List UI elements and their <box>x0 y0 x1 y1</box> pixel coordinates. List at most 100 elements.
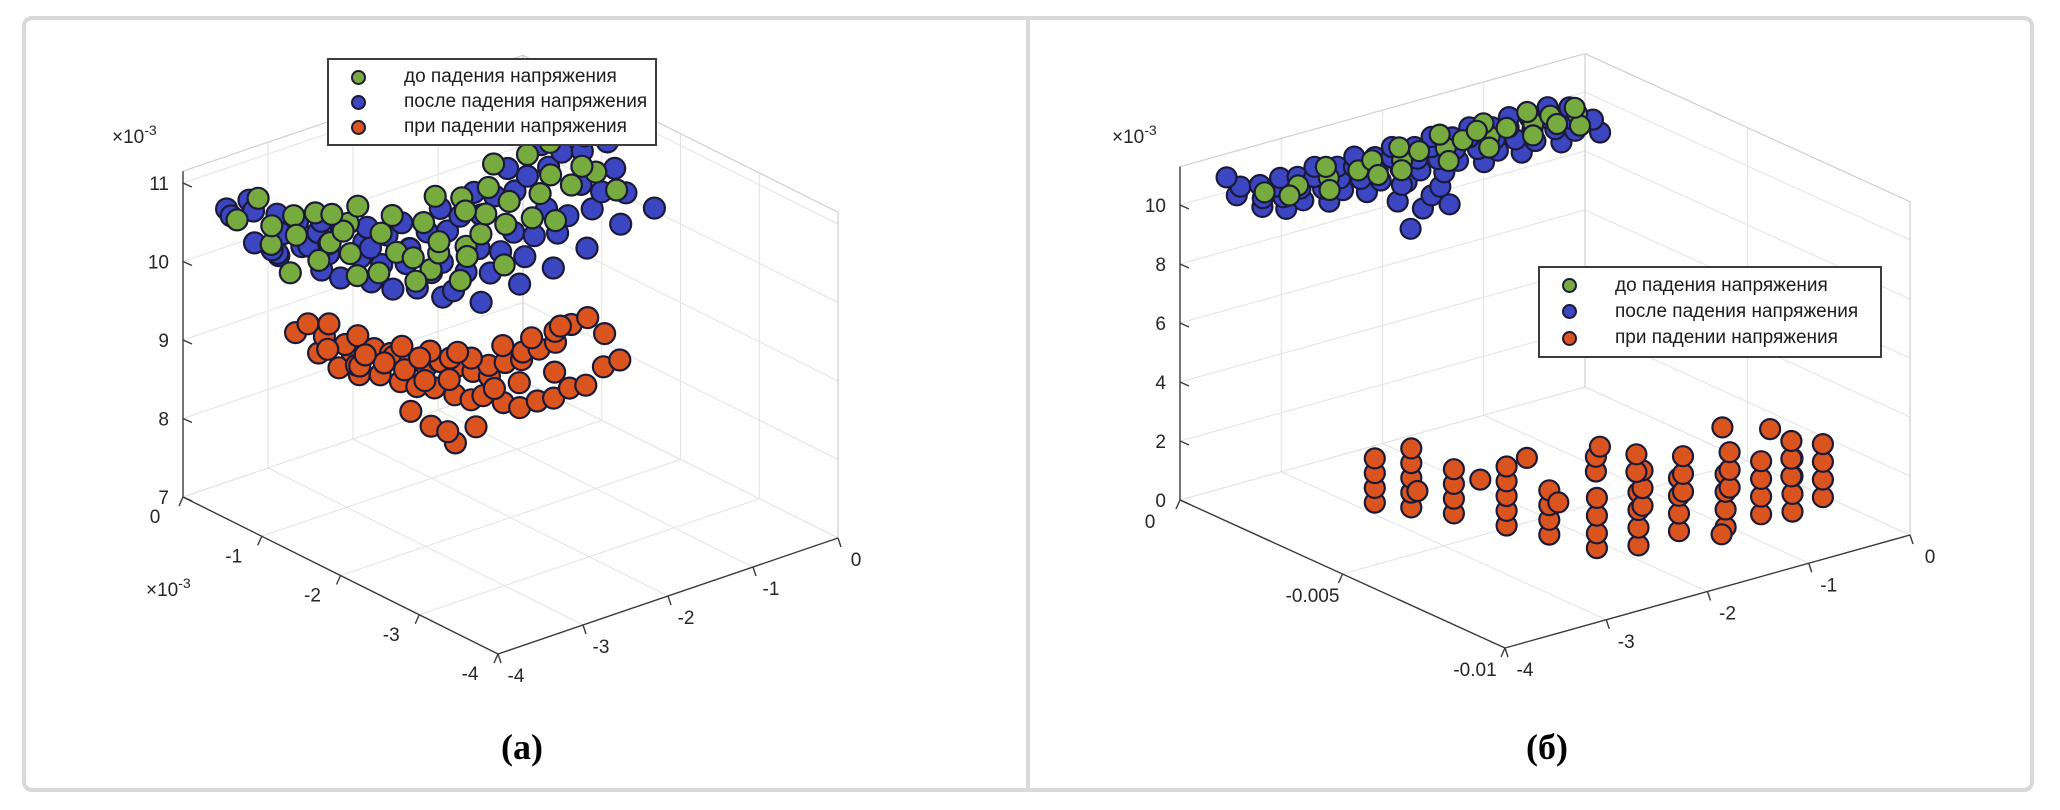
tick-label: -3 <box>1618 632 1635 653</box>
scatter-point <box>642 196 667 220</box>
scatter-point <box>1718 441 1741 464</box>
legend-item: при падении напряжения <box>351 116 645 138</box>
scatter-point <box>1547 491 1570 514</box>
scatter-point <box>513 245 537 269</box>
scatter-point <box>494 212 518 236</box>
tick-label: -4 <box>462 664 479 685</box>
z-axis-exponent: ×10-3 <box>112 122 157 148</box>
scatter-point <box>338 242 362 266</box>
scatter-point <box>559 173 584 197</box>
scatter-point <box>408 346 432 370</box>
scatter-point <box>369 221 393 245</box>
tick-label: -1 <box>763 579 780 600</box>
scatter-point <box>575 236 599 260</box>
scatter-point <box>507 371 531 395</box>
scatter-point <box>1399 217 1422 240</box>
scatter-point <box>437 367 461 392</box>
tick-label: 10 <box>148 253 169 274</box>
scatter-point <box>1758 418 1782 441</box>
tick-label: -1 <box>225 546 242 567</box>
scatter-point <box>455 244 479 269</box>
tick-label: -3 <box>383 625 400 646</box>
scatter-point <box>1495 116 1518 140</box>
scatter-point <box>1390 159 1413 182</box>
tick-label: -1 <box>1820 575 1837 596</box>
blue-dot-icon <box>1562 304 1577 320</box>
scatter-point <box>282 204 306 228</box>
scatter-point <box>448 268 472 293</box>
scatter-point <box>1671 445 1695 468</box>
tick-label: -4 <box>508 666 525 687</box>
scatter-point <box>1563 96 1586 119</box>
scatter-point <box>1811 433 1835 456</box>
tick-label: -0.005 <box>1286 586 1340 607</box>
scatter-point <box>331 219 355 243</box>
scatter-point <box>515 142 540 167</box>
tick-label: -3 <box>593 637 610 658</box>
scatter-point <box>1407 140 1431 163</box>
legend-b: до падения напряжения после падения напр… <box>1538 266 1882 358</box>
scatter-point <box>482 376 506 401</box>
scatter-point <box>609 212 633 236</box>
scatter-point <box>446 340 470 364</box>
scatter-point <box>491 334 515 358</box>
scatter-point <box>1545 112 1569 136</box>
scatter-point <box>474 202 498 226</box>
scatter-point <box>542 360 567 384</box>
tick-label: 8 <box>158 410 169 431</box>
scatter-point <box>393 358 417 382</box>
tick-label: 0 <box>1145 512 1156 533</box>
tick-label: 11 <box>149 174 169 195</box>
scatter-point <box>1521 124 1545 147</box>
scatter-point <box>1711 416 1734 439</box>
scatter-point <box>1215 166 1238 189</box>
tick-label: 9 <box>158 331 169 352</box>
scatter-point <box>353 343 377 367</box>
scatter-point <box>592 322 617 346</box>
caption-b: (б) <box>1526 727 1568 767</box>
scatter-point <box>260 214 284 238</box>
scatter-point <box>538 163 563 187</box>
tick-label: 8 <box>1155 255 1166 276</box>
tick-label: 6 <box>1155 314 1166 335</box>
scatter-point <box>317 312 341 336</box>
scatter-point <box>401 246 425 270</box>
scatter-point <box>1588 435 1612 458</box>
scatter-point <box>372 351 396 375</box>
scatter-point <box>1400 437 1423 460</box>
tick-label: -2 <box>1719 604 1736 625</box>
scatter-point <box>307 248 331 272</box>
scatter-point <box>284 223 308 247</box>
plot-b-axes: 0 2 4 6 8 10 0 -0.005 -0.01 -4 -3 -2 -1 0 ×10-3 <box>1112 122 1935 681</box>
scatter-point <box>1406 479 1429 503</box>
green-dot-icon <box>1562 278 1577 294</box>
scatter-point <box>528 182 552 206</box>
scatter-point <box>367 261 391 285</box>
scatter-point <box>390 334 414 358</box>
legend-a: до падения напряжения после падения напр… <box>327 58 657 146</box>
scatter-point <box>543 209 568 233</box>
scatter-point <box>492 253 516 277</box>
scatter-point <box>497 189 521 213</box>
legend-item: после падения напряжения <box>1562 300 1870 323</box>
scatter-point <box>1253 181 1276 204</box>
panel-divider <box>1026 18 1030 790</box>
tick-label: 7 <box>158 488 169 509</box>
scatter-point <box>1314 155 1338 178</box>
caption-a: (а) <box>501 727 543 767</box>
scatter-point <box>246 186 270 210</box>
scatter-point <box>1515 446 1539 469</box>
scatter-point <box>1442 458 1466 481</box>
scatter-point <box>1625 443 1648 466</box>
scatter-point <box>436 420 460 444</box>
scatter-point <box>608 348 632 372</box>
green-dot-icon <box>351 69 366 85</box>
scatter-point <box>412 211 436 235</box>
legend-label: при падении напряжения <box>404 116 627 137</box>
scatter-point <box>1438 193 1461 216</box>
legend-label: при падении напряжения <box>1615 327 1838 349</box>
scatter-point <box>507 272 532 296</box>
scatter-point <box>604 178 629 202</box>
scatter-point <box>1428 123 1451 146</box>
